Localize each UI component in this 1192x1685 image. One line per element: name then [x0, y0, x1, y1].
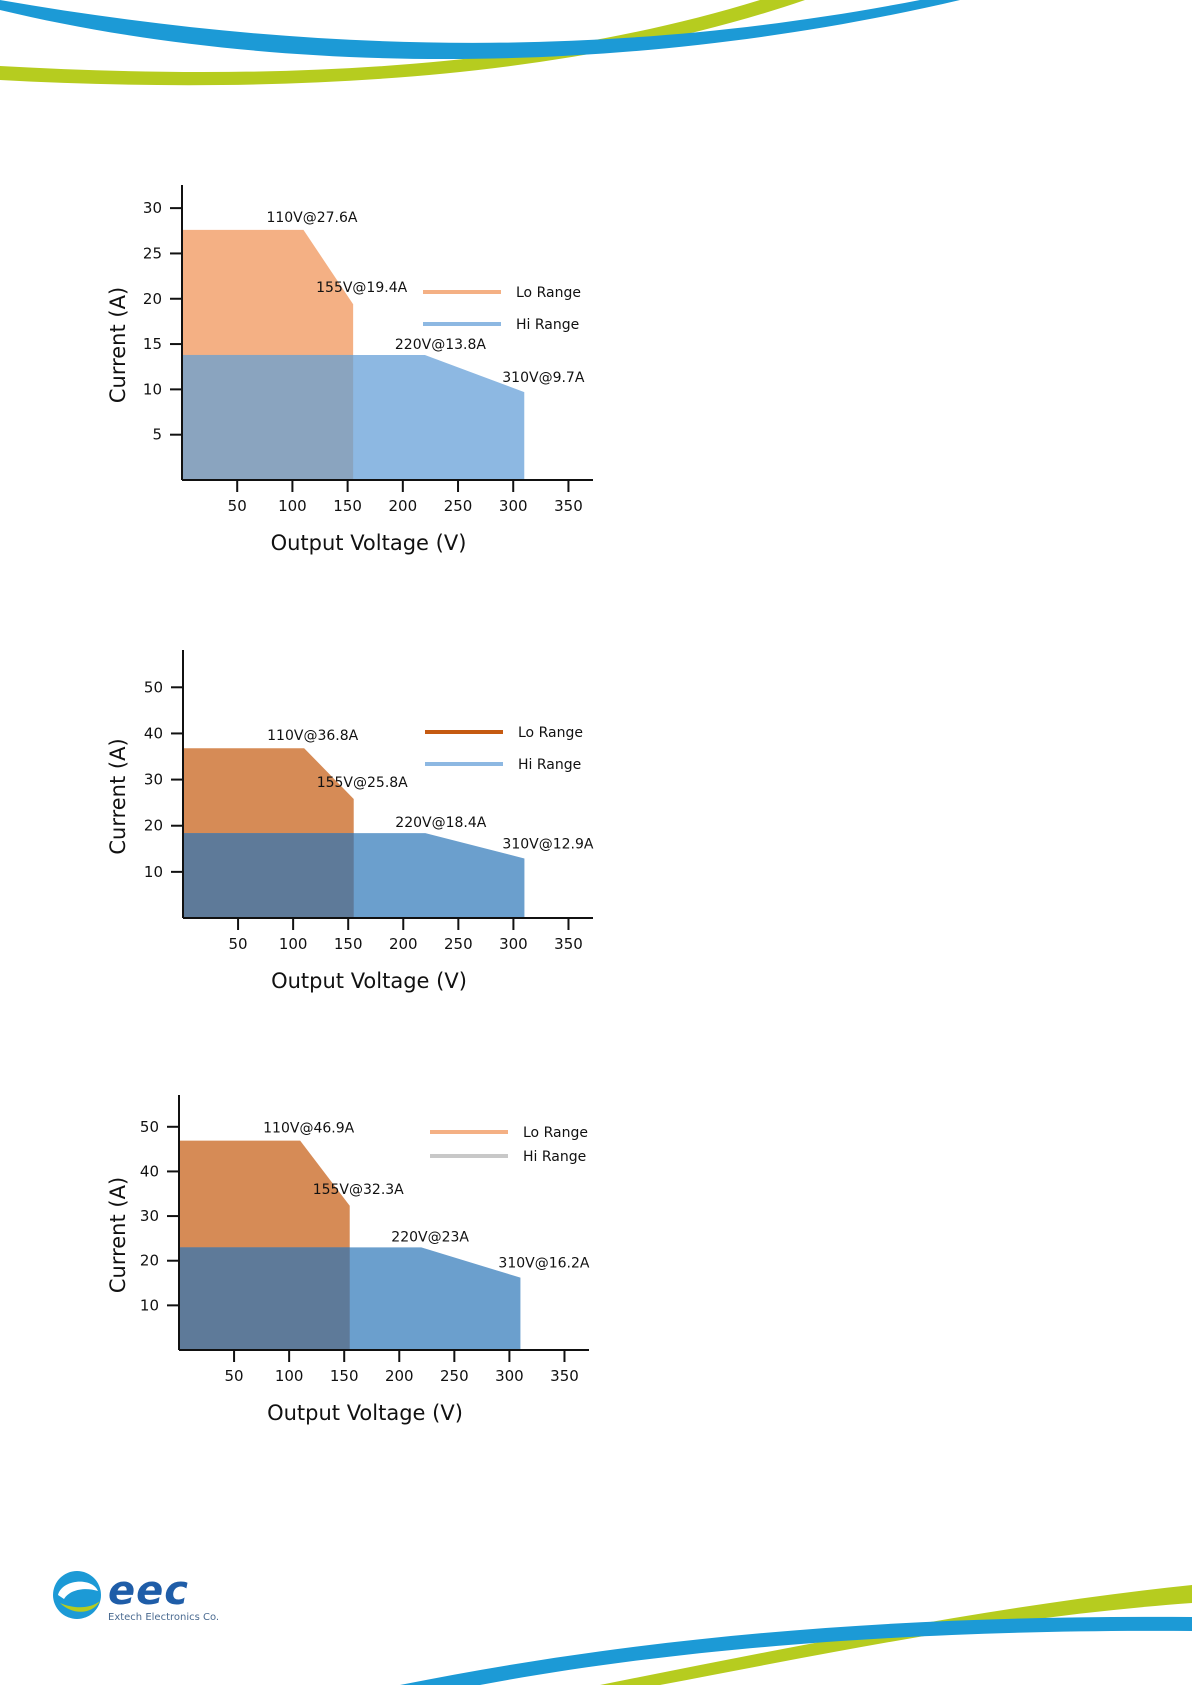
- point-annotation: 310V@12.9A: [502, 836, 593, 852]
- x-tick-label: 50: [229, 935, 248, 953]
- legend-label: Hi Range: [516, 317, 579, 333]
- y-tick-label: 20: [140, 1252, 159, 1270]
- overlap-area: [179, 1247, 350, 1350]
- point-annotation: 155V@19.4A: [316, 280, 407, 296]
- x-tick-label: 200: [389, 935, 418, 953]
- x-tick-label: 300: [499, 497, 528, 515]
- point-annotation: 310V@16.2A: [498, 1256, 589, 1272]
- blue-swoosh-bottom: [400, 1616, 1192, 1685]
- y-tick-label: 5: [152, 426, 162, 444]
- chart-lo-hi-range-3: 10 20 30 40 50 50 100 150 200 250 300 350 Output Vol…: [106, 1095, 590, 1425]
- y-tick-label: 10: [140, 1296, 159, 1314]
- company-name: Extech Electronics Co.: [108, 1612, 220, 1623]
- legend-label: Hi Range: [523, 1149, 586, 1165]
- y-axis-title: Current (A): [106, 287, 130, 403]
- x-tick-label: 50: [228, 497, 247, 515]
- overlap-area: [182, 354, 354, 480]
- y-tick-label: 10: [143, 380, 162, 398]
- x-tick-label: 50: [225, 1367, 244, 1385]
- y-tick-label: 50: [144, 678, 163, 696]
- y-tick-label: 25: [143, 244, 162, 262]
- x-tick-label: 200: [389, 497, 418, 515]
- footer-swoosh: [400, 1585, 1192, 1685]
- point-annotation: 220V@13.8A: [395, 337, 486, 353]
- point-annotation: 110V@36.8A: [267, 728, 358, 744]
- chart-lo-hi-range-2: 10 20 30 40 50 50 100 150 200 250 300 350 Output Vol…: [106, 650, 594, 993]
- y-axis-title: Current (A): [106, 738, 130, 854]
- point-annotation: 155V@25.8A: [317, 775, 408, 791]
- x-tick-label: 350: [550, 1367, 579, 1385]
- point-annotation: 220V@18.4A: [395, 815, 486, 831]
- blue-swoosh-top: [0, 0, 960, 60]
- x-tick-label: 100: [278, 497, 307, 515]
- point-annotation: 310V@9.7A: [502, 370, 585, 386]
- x-tick-label: 100: [275, 1367, 304, 1385]
- x-tick-label: 150: [330, 1367, 359, 1385]
- legend-label: Lo Range: [518, 725, 583, 741]
- y-tick-label: 10: [144, 863, 163, 881]
- y-axis-title: Current (A): [106, 1177, 130, 1293]
- x-tick-label: 250: [440, 1367, 469, 1385]
- legend-label: Lo Range: [516, 285, 581, 301]
- legend-label: Lo Range: [523, 1125, 588, 1141]
- point-annotation: 110V@46.9A: [263, 1121, 354, 1137]
- y-tick-label: 20: [144, 817, 163, 835]
- x-tick-label: 150: [334, 935, 363, 953]
- overlap-area: [183, 833, 354, 918]
- legend-label: Hi Range: [518, 757, 581, 773]
- x-tick-label: 300: [499, 935, 528, 953]
- y-tick-label: 40: [140, 1162, 159, 1180]
- x-axis-title: Output Voltage (V): [271, 969, 467, 993]
- y-tick-label: 15: [143, 335, 162, 353]
- header-swoosh: [0, 0, 960, 86]
- x-tick-label: 350: [554, 935, 583, 953]
- y-tick-label: 40: [144, 724, 163, 742]
- x-axis-title: Output Voltage (V): [267, 1401, 463, 1425]
- x-tick-label: 200: [385, 1367, 414, 1385]
- y-tick-label: 50: [140, 1118, 159, 1136]
- x-tick-label: 350: [554, 497, 583, 515]
- point-annotation: 155V@32.3A: [313, 1182, 404, 1198]
- logo-wordmark: eec: [108, 1568, 189, 1614]
- point-annotation: 220V@23A: [391, 1229, 469, 1245]
- eec-logo-icon: [53, 1571, 101, 1619]
- x-tick-label: 150: [333, 497, 362, 515]
- y-tick-label: 30: [143, 199, 162, 217]
- y-tick-label: 20: [143, 290, 162, 308]
- chart-lo-hi-range-1: 5 10 15 20 25 30 50 100 150 200 250 300 350 Output Vo…: [106, 185, 593, 555]
- y-tick-label: 30: [140, 1207, 159, 1225]
- y-tick-label: 30: [144, 771, 163, 789]
- x-axis-title: Output Voltage (V): [271, 531, 467, 555]
- x-tick-label: 250: [444, 497, 473, 515]
- x-tick-label: 250: [444, 935, 473, 953]
- x-tick-label: 300: [495, 1367, 524, 1385]
- x-tick-label: 100: [279, 935, 308, 953]
- point-annotation: 110V@27.6A: [266, 210, 357, 226]
